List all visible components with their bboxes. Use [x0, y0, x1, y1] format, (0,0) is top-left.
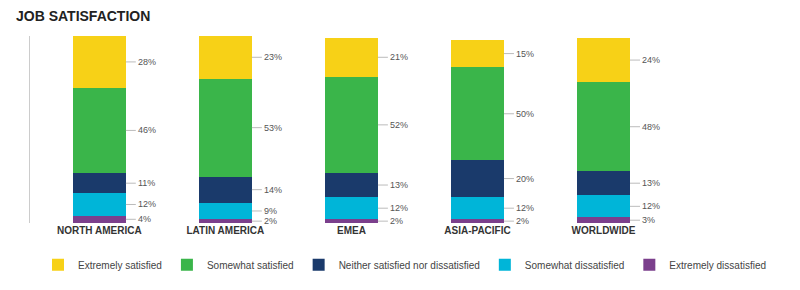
svg-text:24%: 24%: [642, 55, 660, 65]
svg-text:28%: 28%: [138, 57, 156, 67]
svg-text:13%: 13%: [390, 180, 408, 190]
svg-text:11%: 11%: [138, 178, 155, 188]
svg-text:2%: 2%: [264, 216, 277, 226]
svg-text:Neither satisfied nor dissatis: Neither satisfied nor dissatisfied: [339, 260, 480, 271]
svg-text:NORTH AMERICA: NORTH AMERICA: [57, 225, 142, 236]
svg-text:21%: 21%: [390, 52, 408, 62]
svg-text:48%: 48%: [642, 122, 660, 132]
svg-text:Extremely dissatisfied: Extremely dissatisfied: [669, 260, 766, 271]
svg-text:WORLDWIDE: WORLDWIDE: [572, 225, 636, 236]
svg-text:46%: 46%: [138, 125, 156, 135]
svg-text:13%: 13%: [642, 178, 660, 188]
svg-text:52%: 52%: [390, 120, 408, 130]
svg-text:12%: 12%: [390, 203, 408, 213]
svg-text:EMEA: EMEA: [337, 225, 366, 236]
svg-text:Somewhat dissatisfied: Somewhat dissatisfied: [525, 260, 625, 271]
svg-text:LATIN AMERICA: LATIN AMERICA: [186, 225, 264, 236]
svg-text:12%: 12%: [642, 201, 660, 211]
svg-text:20%: 20%: [516, 174, 534, 184]
svg-text:2%: 2%: [516, 216, 529, 226]
svg-text:15%: 15%: [516, 49, 534, 59]
svg-text:14%: 14%: [264, 185, 282, 195]
svg-text:ASIA-PACIFIC: ASIA-PACIFIC: [444, 225, 510, 236]
svg-text:12%: 12%: [138, 199, 156, 209]
svg-text:JOB SATISFACTION: JOB SATISFACTION: [16, 8, 150, 24]
svg-text:Somewhat satisfied: Somewhat satisfied: [207, 260, 294, 271]
svg-text:23%: 23%: [264, 52, 282, 62]
svg-text:2%: 2%: [390, 216, 403, 226]
svg-text:12%: 12%: [516, 203, 534, 213]
svg-text:4%: 4%: [138, 214, 151, 224]
svg-text:3%: 3%: [642, 215, 655, 225]
svg-text:50%: 50%: [516, 109, 534, 119]
svg-text:53%: 53%: [264, 123, 282, 133]
svg-text:9%: 9%: [264, 206, 277, 216]
svg-text:Extremely satisfied: Extremely satisfied: [78, 260, 162, 271]
